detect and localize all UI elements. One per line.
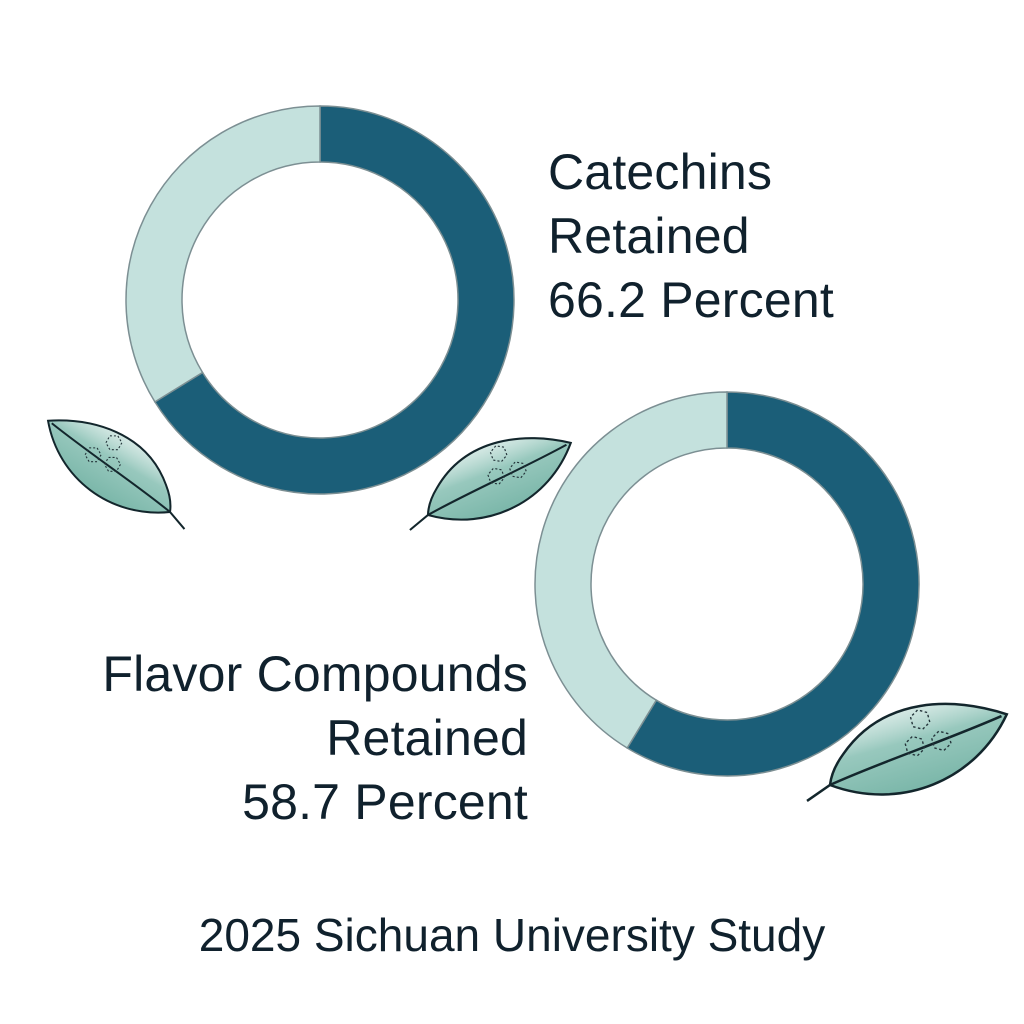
- donut-slice-retained: [626, 391, 920, 777]
- donut-slice-remainder: [534, 391, 728, 750]
- tea-leaf-icon: [46, 419, 186, 530]
- donut-slice-remainder: [125, 105, 321, 403]
- donut-slice-retained: [153, 105, 515, 495]
- donut-chart-catechins: [125, 105, 515, 495]
- source-footer: 2025 Sichuan University Study: [198, 909, 826, 961]
- flavor-label-line-2: Retained: [326, 710, 528, 766]
- catechins-label-line-2: Retained: [548, 208, 750, 264]
- flavor-label-line-3: 58.7 Percent: [242, 774, 528, 830]
- flavor-compounds-label: Flavor Compounds Retained 58.7 Percent: [102, 642, 528, 834]
- donut-chart-flavor-compounds: [534, 391, 920, 777]
- tea-leaf-icon: [806, 702, 1009, 802]
- catechins-label-line-1: Catechins: [548, 144, 773, 200]
- flavor-label-line-1: Flavor Compounds: [102, 646, 528, 702]
- catechins-label-line-3: 66.2 Percent: [548, 272, 834, 328]
- tea-leaf-icon: [409, 437, 573, 531]
- catechins-label: Catechins Retained 66.2 Percent: [548, 140, 834, 332]
